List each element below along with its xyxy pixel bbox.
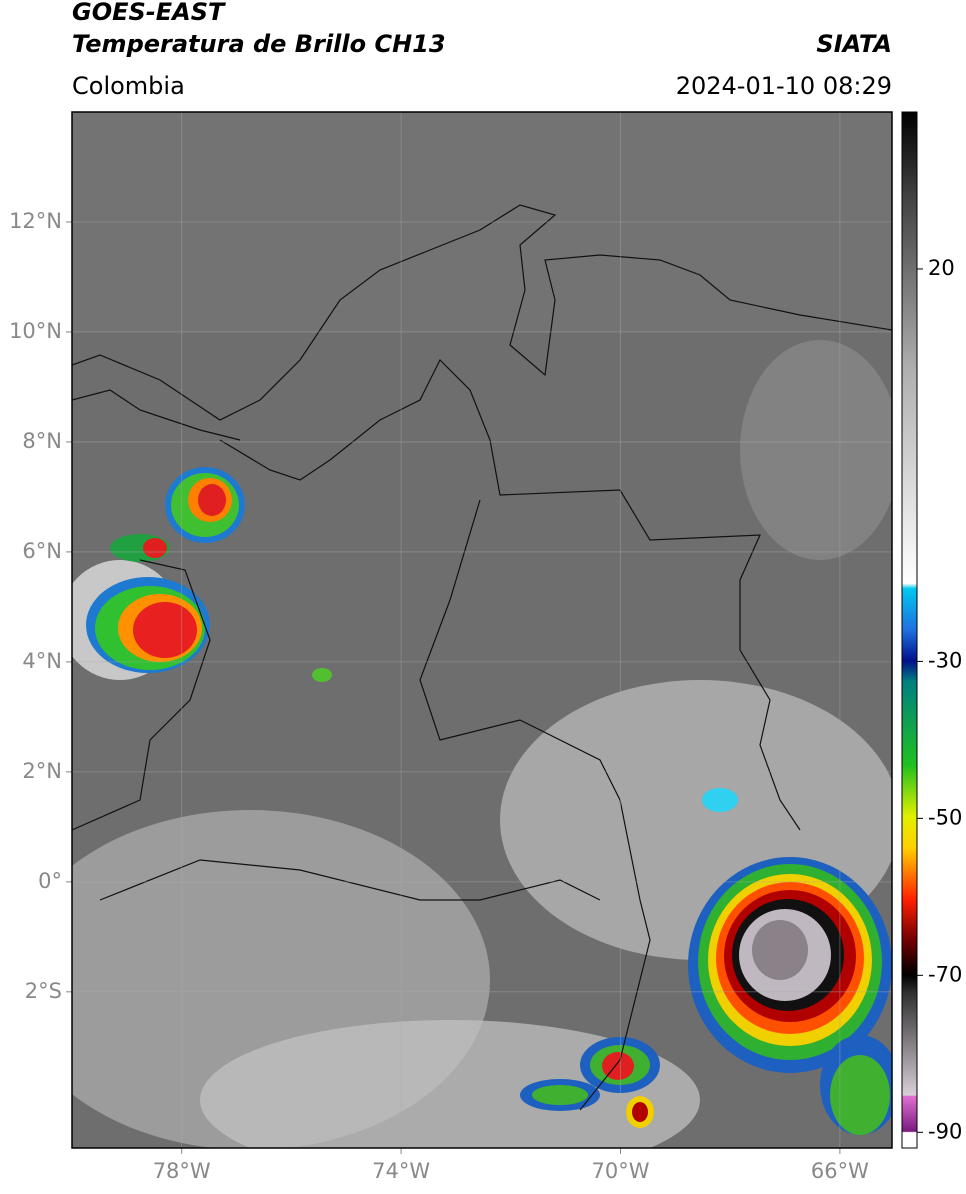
subtitle: Temperatura de Brillo CH13	[72, 30, 446, 58]
x-tick-label: 74°W	[372, 1159, 430, 1183]
region: Colombia	[72, 72, 185, 100]
y-tick-label: 2°N	[22, 759, 62, 783]
colorbar-label: 20	[928, 256, 955, 280]
y-tick-label: 6°N	[22, 539, 62, 563]
y-tick-label: 12°N	[9, 209, 62, 233]
y-tick-label: 2°S	[25, 979, 62, 1003]
satellite-image	[72, 112, 892, 1148]
x-tick-label: 66°W	[811, 1159, 869, 1183]
colorbar-label: -30	[928, 648, 962, 672]
y-tick-label: 0°	[38, 869, 62, 893]
datetime: 2024-01-10 08:29	[676, 72, 892, 100]
colorbar-label: -50	[928, 805, 962, 829]
colorbar	[901, 111, 918, 1149]
y-tick-label: 8°N	[22, 429, 62, 453]
map-axes: 78°W 74°W 70°W 66°W 12°N 10°N 8°N 6°N 4°N 2°N 0° 2°…	[9, 112, 962, 1183]
title: GOES-EAST	[72, 0, 226, 26]
x-tick-label: 78°W	[153, 1159, 211, 1183]
colorbar-label: -90	[928, 1119, 962, 1143]
source: SIATA	[816, 30, 892, 58]
colorbar-label: -70	[928, 962, 962, 986]
y-tick-label: 10°N	[9, 319, 62, 343]
y-tick-label: 4°N	[22, 649, 62, 673]
map-frame	[71, 111, 893, 1149]
x-tick-label: 70°W	[591, 1159, 649, 1183]
